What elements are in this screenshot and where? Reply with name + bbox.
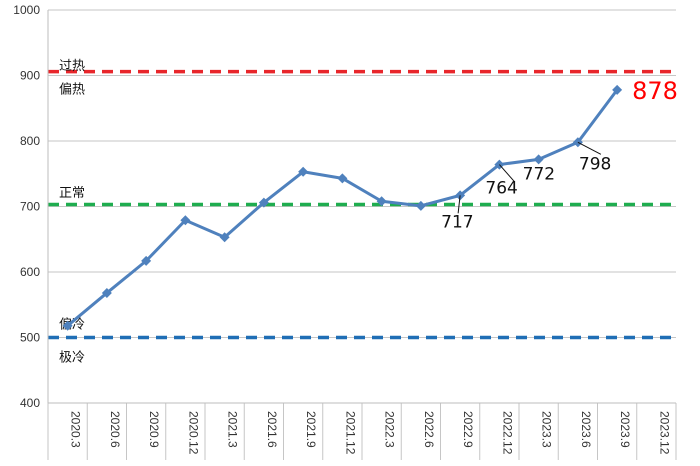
series-line-layer: [62, 84, 623, 331]
data-label: 772: [523, 164, 555, 184]
axes: 400 500 600 700 800 900 1000 2020.3 2020.6 2020.9…: [13, 3, 676, 455]
data-point: [180, 215, 191, 226]
data-label: 764: [485, 179, 517, 199]
x-tick-label: 2021.9: [304, 411, 318, 448]
zone-labels: 过热偏热正常偏冷极冷: [59, 59, 85, 365]
data-point: [415, 200, 426, 211]
x-tick-label: 2021.6: [265, 411, 279, 448]
data-point: [533, 154, 544, 165]
data-label: 798: [579, 154, 611, 174]
data-point: [337, 173, 348, 184]
reference-lines: [48, 69, 676, 340]
x-tick-label: 2023.6: [579, 411, 593, 448]
y-tick-label: 600: [20, 265, 40, 279]
y-tick-label: 900: [20, 69, 40, 83]
y-tick-label: 800: [20, 134, 40, 148]
data-labels: 717 764 772 798 878: [441, 77, 678, 232]
data-point: [141, 255, 152, 266]
x-tick-label: 2020.6: [108, 411, 122, 448]
data-label: 717: [441, 212, 473, 232]
x-tick-label: 2023.3: [540, 411, 554, 448]
y-tick-label: 1000: [13, 3, 40, 17]
data-label: 878: [632, 77, 678, 105]
data-point: [258, 197, 269, 208]
x-tick-label: 2020.3: [69, 411, 83, 448]
y-tick-label: 400: [20, 396, 40, 410]
series-line: [66, 89, 619, 327]
x-tick-label: 2020.9: [147, 411, 161, 448]
data-point: [62, 320, 73, 331]
data-point: [612, 84, 623, 95]
zone-label: 正常: [59, 186, 85, 201]
y-tick-label: 700: [20, 200, 40, 214]
data-point: [298, 166, 309, 177]
x-tick-label: 2020.12: [186, 411, 200, 455]
x-tick-label: 2022.12: [500, 411, 514, 455]
data-label-leader: [499, 164, 515, 182]
data-point: [219, 232, 230, 243]
data-point: [101, 287, 112, 298]
zone-label: 极冷: [59, 350, 85, 365]
x-tick-label: 2021.3: [226, 411, 240, 448]
x-tick-label: 2022.9: [461, 411, 475, 448]
x-tick-label: 2022.3: [383, 411, 397, 448]
y-tick-label: 500: [20, 331, 40, 345]
data-label-leader: [457, 195, 461, 214]
x-tick-label: 2023.12: [657, 411, 671, 455]
x-tick-label: 2022.6: [422, 411, 436, 448]
grid-lines: [47, 9, 677, 460]
zone-label: 偏热: [59, 83, 85, 98]
x-tick-label: 2021.12: [343, 411, 357, 455]
x-tick-label: 2023.9: [618, 411, 632, 448]
zone-label: 过热: [59, 59, 85, 74]
data-label-leader: [577, 141, 602, 155]
data-point: [376, 196, 387, 207]
